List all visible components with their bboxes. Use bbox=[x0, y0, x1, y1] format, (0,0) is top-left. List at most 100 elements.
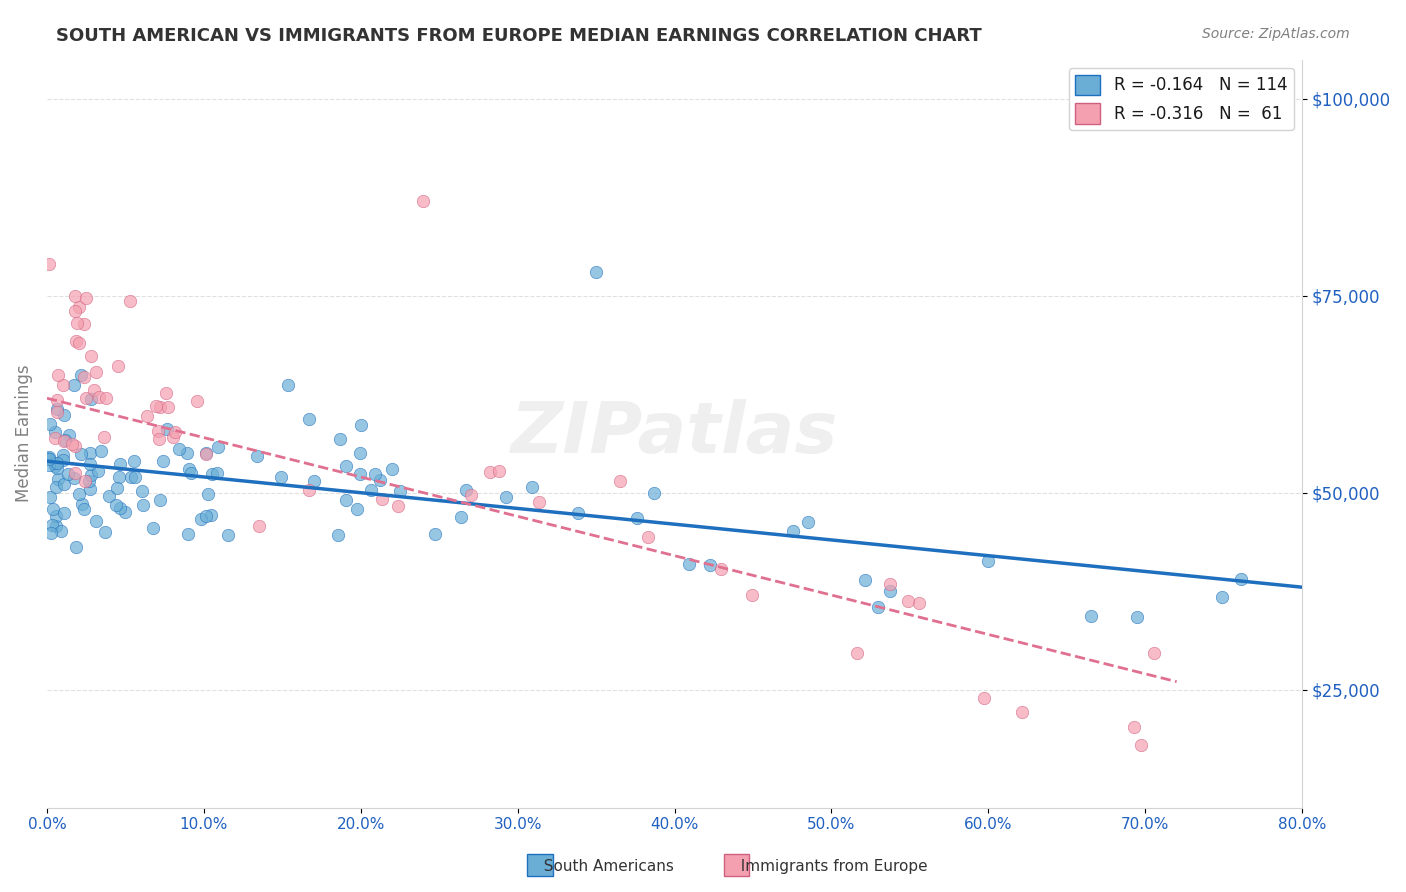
Point bbox=[165, 425, 187, 439]
Point bbox=[423, 526, 446, 541]
Point bbox=[80, 467, 103, 482]
Point bbox=[302, 474, 325, 488]
Point bbox=[75, 391, 97, 405]
Text: Immigrants from Europe: Immigrants from Europe bbox=[731, 859, 928, 874]
Y-axis label: Median Earnings: Median Earnings bbox=[15, 365, 32, 502]
Point bbox=[186, 394, 208, 409]
Point bbox=[349, 446, 371, 460]
Point bbox=[122, 454, 145, 468]
Point bbox=[80, 392, 103, 406]
Point bbox=[131, 483, 153, 498]
Point bbox=[44, 425, 66, 439]
Point bbox=[868, 599, 890, 614]
Point bbox=[585, 265, 607, 279]
Point bbox=[120, 470, 142, 484]
Point bbox=[55, 433, 77, 447]
Point bbox=[63, 439, 86, 453]
Point bbox=[45, 392, 67, 407]
Point bbox=[108, 458, 131, 472]
Point bbox=[79, 482, 101, 496]
Point bbox=[65, 466, 87, 480]
Point bbox=[65, 334, 87, 348]
Point bbox=[107, 359, 129, 374]
Point bbox=[46, 405, 69, 419]
Point bbox=[298, 483, 321, 498]
Point bbox=[389, 484, 412, 499]
Point bbox=[371, 492, 394, 507]
Point bbox=[79, 457, 101, 471]
Point bbox=[149, 400, 172, 414]
Point bbox=[699, 558, 721, 572]
Point bbox=[42, 456, 65, 470]
Point bbox=[67, 487, 90, 501]
Point bbox=[67, 300, 90, 314]
Point bbox=[567, 506, 589, 520]
Point bbox=[41, 517, 63, 532]
Point bbox=[58, 428, 80, 442]
Point bbox=[65, 541, 87, 555]
Point bbox=[1125, 609, 1147, 624]
Point bbox=[38, 490, 60, 504]
Point bbox=[70, 497, 93, 511]
Point bbox=[335, 459, 357, 474]
Point bbox=[349, 467, 371, 481]
Point bbox=[149, 492, 172, 507]
Point bbox=[460, 488, 482, 502]
Point bbox=[49, 524, 72, 539]
Point bbox=[190, 511, 212, 525]
Point bbox=[364, 467, 387, 482]
Point bbox=[131, 498, 153, 512]
Point bbox=[155, 385, 177, 400]
Point bbox=[782, 524, 804, 538]
Point bbox=[62, 471, 84, 485]
Point bbox=[73, 474, 96, 488]
Point bbox=[87, 390, 110, 404]
Text: SOUTH AMERICAN VS IMMIGRANTS FROM EUROPE MEDIAN EARNINGS CORRELATION CHART: SOUTH AMERICAN VS IMMIGRANTS FROM EUROPE… bbox=[56, 27, 981, 45]
Point bbox=[65, 289, 87, 303]
Point bbox=[73, 501, 96, 516]
Point bbox=[897, 593, 920, 607]
Point bbox=[67, 335, 90, 350]
Point bbox=[194, 446, 217, 460]
Point bbox=[104, 498, 127, 512]
Point bbox=[529, 494, 551, 508]
Point bbox=[37, 450, 59, 465]
Point bbox=[1130, 738, 1153, 752]
Point bbox=[156, 400, 179, 414]
Point bbox=[75, 292, 97, 306]
Point bbox=[93, 430, 115, 444]
Point bbox=[44, 431, 66, 445]
Point bbox=[349, 418, 371, 433]
Point bbox=[83, 384, 105, 398]
Point bbox=[973, 691, 995, 706]
Point bbox=[65, 303, 87, 318]
Point bbox=[845, 646, 868, 660]
Point bbox=[45, 479, 67, 493]
Point bbox=[176, 445, 198, 459]
Point bbox=[38, 450, 60, 465]
Point bbox=[246, 450, 269, 464]
Point bbox=[1011, 705, 1033, 719]
Point bbox=[643, 485, 665, 500]
Point bbox=[52, 453, 75, 467]
Point bbox=[678, 558, 700, 572]
Point bbox=[108, 501, 131, 516]
Point bbox=[118, 293, 141, 308]
Point bbox=[52, 448, 75, 462]
Point bbox=[70, 447, 93, 461]
Point bbox=[277, 377, 299, 392]
Point bbox=[450, 509, 472, 524]
Point bbox=[136, 409, 159, 423]
Point bbox=[387, 499, 409, 513]
Point bbox=[1123, 720, 1146, 734]
Point bbox=[217, 528, 239, 542]
Point bbox=[44, 458, 66, 473]
Point bbox=[53, 506, 76, 520]
Point bbox=[626, 510, 648, 524]
Point bbox=[176, 527, 198, 541]
Point bbox=[58, 467, 80, 481]
Point bbox=[73, 369, 96, 384]
Point bbox=[207, 440, 229, 454]
Point bbox=[247, 518, 270, 533]
Point bbox=[42, 501, 65, 516]
